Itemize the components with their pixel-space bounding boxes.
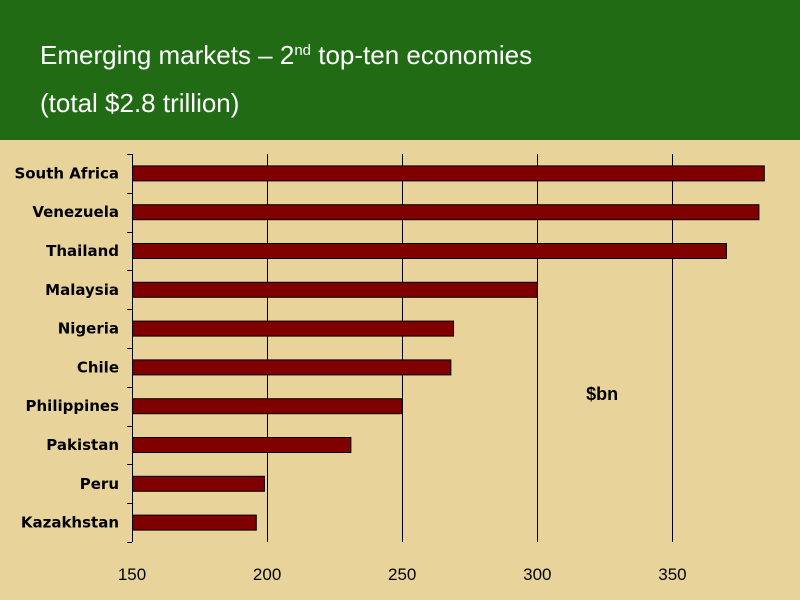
category-label: Kazakhstan	[21, 514, 119, 532]
bar	[132, 437, 352, 453]
category-label: Thailand	[46, 242, 119, 260]
category-label: Philippines	[26, 397, 120, 415]
category-label: Venezuela	[32, 203, 119, 221]
slide-subtitle: (total $2.8 trillion)	[40, 88, 240, 118]
bar	[132, 320, 455, 337]
bar	[132, 165, 765, 182]
category-label: Chile	[77, 358, 119, 376]
category-label: South Africa	[14, 164, 119, 182]
category-label: Peru	[80, 475, 119, 493]
x-tick-label: 300	[523, 565, 551, 584]
unit-label: $bn	[586, 384, 618, 404]
bar	[132, 281, 538, 298]
bar	[132, 204, 760, 221]
slide-title-rest: top-ten economies	[311, 40, 533, 70]
x-tick-label: 200	[253, 565, 281, 584]
category-label: Nigeria	[58, 320, 119, 338]
slide-title-superscript: nd	[294, 42, 312, 59]
slide-title-main: Emerging markets – 2	[40, 40, 295, 70]
category-label: Malaysia	[45, 281, 119, 299]
slide-header: Emerging markets – 2nd top-ten economies…	[0, 0, 800, 140]
slide-title: Emerging markets – 2nd top-ten economies	[40, 40, 532, 71]
bar	[132, 243, 727, 259]
x-tick-label: 150	[118, 565, 146, 584]
x-tick-label: 350	[658, 565, 686, 584]
bar	[132, 475, 265, 492]
bar-chart: South Africa Venezuela Thailand Malaysia Nig…	[14, 154, 765, 584]
bar	[132, 359, 452, 376]
bar	[132, 398, 403, 415]
bar	[132, 514, 257, 531]
x-tick-label: 250	[388, 565, 416, 584]
category-label: Pakistan	[46, 436, 119, 454]
